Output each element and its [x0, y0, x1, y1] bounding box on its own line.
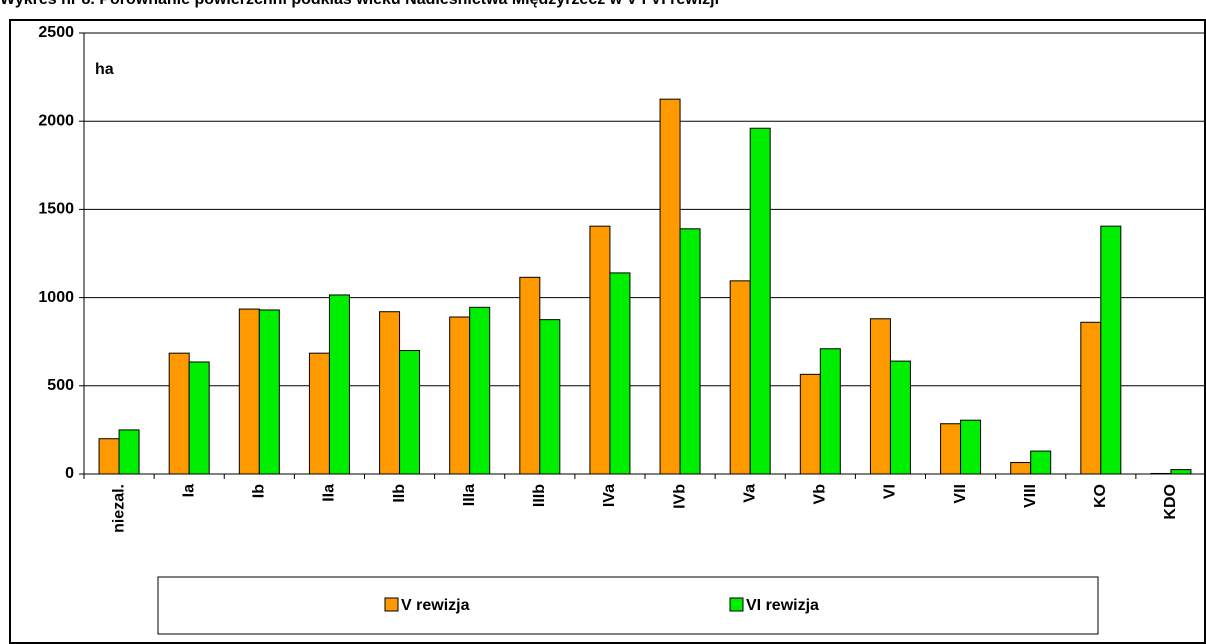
bar [399, 350, 421, 475]
bar [539, 319, 561, 475]
x-tick-label: IVb [671, 484, 688, 509]
x-tick-label: IIIb [531, 484, 548, 507]
bar [308, 352, 330, 475]
bar [869, 318, 891, 475]
bar [679, 228, 701, 475]
bar [609, 272, 631, 475]
bar [238, 308, 260, 475]
bar [819, 348, 841, 475]
bar [118, 429, 140, 475]
legend-label: V rewizja [401, 597, 470, 614]
bar [1100, 225, 1122, 475]
bar [589, 225, 611, 475]
bar [328, 294, 350, 475]
bar [799, 373, 821, 475]
x-tick-label: VI [882, 484, 899, 499]
x-tick-label: niezal. [110, 484, 127, 533]
bar [258, 309, 280, 475]
bar [379, 311, 401, 475]
legend-swatch [384, 597, 399, 612]
bar [729, 280, 751, 475]
legend-swatch [729, 597, 744, 612]
x-tick-label: VIII [1022, 484, 1039, 508]
bar [1030, 450, 1052, 475]
x-tick-label: KO [1092, 484, 1109, 508]
bar [1170, 469, 1192, 475]
x-tick-label: VII [952, 484, 969, 504]
bar [168, 352, 190, 475]
y-tick-label: 500 [47, 377, 74, 394]
y-axis-label: ha [95, 61, 114, 78]
x-tick-label: IIIa [461, 484, 478, 506]
bar [1010, 462, 1032, 475]
bar [749, 127, 771, 475]
chart-title: Wykres nr 8. Porównanie powierzchni podk… [0, 0, 719, 8]
x-tick-label: Vb [812, 484, 829, 505]
bar [659, 98, 681, 475]
x-tick-label: Ib [251, 484, 268, 498]
x-tick-label: IVa [601, 484, 618, 507]
bar [188, 361, 210, 475]
bar [889, 360, 911, 475]
x-tick-label: Va [741, 484, 758, 503]
x-tick-label: KDO [1162, 484, 1179, 520]
bar [960, 419, 982, 475]
y-tick-label: 1500 [38, 201, 74, 218]
bar [449, 316, 471, 475]
bar [98, 438, 120, 475]
y-tick-label: 1000 [38, 289, 74, 306]
bar [469, 306, 491, 475]
y-tick-label: 2500 [38, 24, 74, 41]
x-tick-label: IIa [321, 484, 338, 502]
bar [519, 276, 541, 475]
x-tick-label: Ia [180, 484, 197, 497]
y-tick-label: 0 [65, 465, 74, 482]
legend-label: VI rewizja [746, 597, 819, 614]
legend [157, 576, 1099, 635]
x-tick-label: IIb [391, 484, 408, 503]
y-tick-label: 2000 [38, 112, 74, 129]
bar [940, 423, 962, 475]
bar [1080, 321, 1102, 475]
